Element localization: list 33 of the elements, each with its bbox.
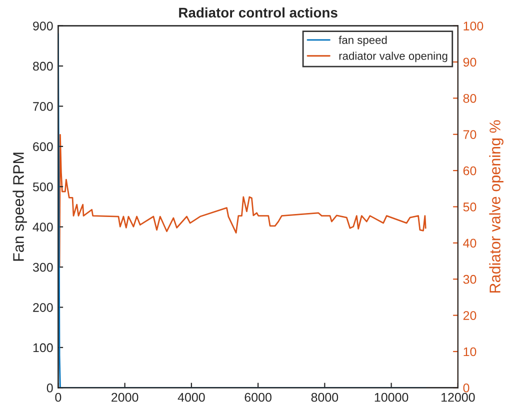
y-tick-label: 600 (33, 142, 53, 152)
legend-label: fan speed (338, 36, 387, 46)
y2-tick-label: 90 (463, 58, 476, 67)
x-tick-label: 10000 (374, 392, 408, 402)
y2-tick-label: 100 (464, 22, 484, 30)
x-tick-label: 2000 (112, 392, 138, 402)
y-tick-label: 200 (33, 303, 53, 312)
legend-label: radiator valve opening (339, 52, 448, 62)
y-tick-label: 800 (33, 62, 53, 71)
chart-title: Radiator control actions (179, 7, 338, 18)
y-tick-label: 700 (33, 102, 53, 111)
y-tick-label: 300 (32, 262, 53, 272)
y-tick-label: 100 (33, 343, 53, 352)
y-axis-title: Fan speed RPM (12, 152, 27, 261)
y-tick-label: 900 (33, 22, 53, 30)
y2-tick-label: 0 (463, 384, 470, 392)
y-tick-label: 400 (32, 222, 53, 232)
y2-tick-label: 60 (463, 166, 476, 176)
y2-tick-label: 10 (464, 347, 476, 356)
y2-tick-label: 80 (463, 94, 476, 103)
y2-tick-label: 20 (463, 311, 476, 320)
y-tick-label: 500 (32, 182, 53, 192)
y2-tick-label: 70 (463, 130, 476, 140)
x-tick-label: 12000 (442, 392, 475, 402)
y-tick-label: 0 (46, 384, 53, 392)
y2-tick-label: 30 (463, 274, 476, 284)
y2-axis-title: Radiator valve opening % (489, 120, 504, 293)
x-tick-label: 8000 (311, 392, 338, 402)
x-tick-label: 4000 (178, 392, 205, 402)
y2-tick-label: 50 (463, 202, 476, 212)
x-tick-label: 6000 (244, 392, 272, 402)
y2-tick-label: 40 (463, 238, 476, 248)
x-tick-label: 0 (55, 392, 62, 402)
